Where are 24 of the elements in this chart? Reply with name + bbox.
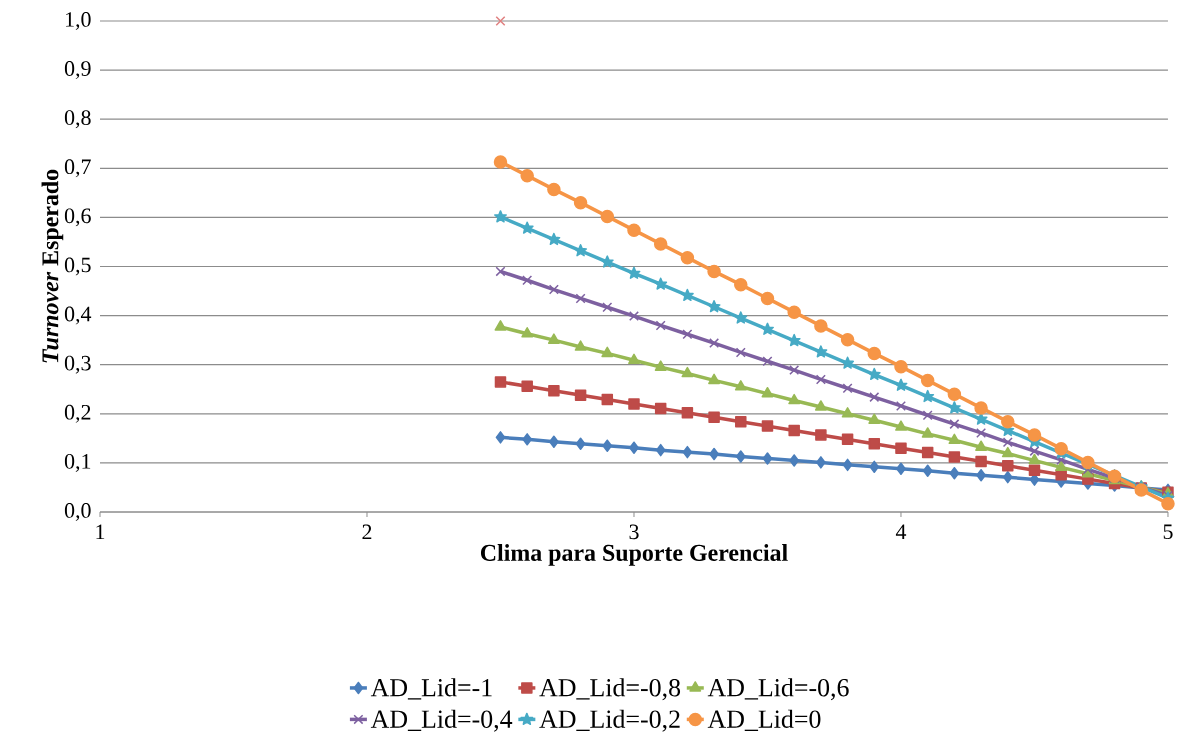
x-tick-label: 5: [1163, 524, 1173, 540]
legend-label: AD_Lid=-0,6: [707, 678, 849, 701]
legend-label: AD_Lid=-1: [370, 678, 492, 700]
legend-label: AD_Lid=-0,8: [539, 678, 681, 701]
y-tick-label: 1,0: [66, 12, 91, 30]
y-tick-label: 0,5: [64, 257, 91, 276]
x-tick-label: 3: [629, 524, 639, 540]
y-tick-label: 0,8: [64, 110, 91, 129]
legend-label: AD_Lid=-0,4: [370, 709, 513, 732]
y-tick-label: 0,9: [64, 61, 91, 80]
x-tick-label: 4: [895, 524, 907, 539]
x-tick-label: 1: [96, 524, 105, 539]
x-tick-label: 2: [362, 524, 372, 540]
legend-label: AD_Lid=-0,2: [539, 709, 680, 732]
y-tick-label: 0,0: [64, 503, 91, 521]
y-tick-label: 0,3: [64, 355, 91, 374]
y-axis-title: Turnover Esperado: [41, 169, 64, 363]
y-tick-label: 0,2: [64, 404, 91, 423]
legend-label: AD_Lid=0: [707, 709, 821, 731]
y-tick-label: 0,7: [64, 159, 91, 178]
y-tick-label: 0,1: [64, 453, 91, 472]
y-tick-label: 0,6: [64, 208, 91, 227]
y-tick-label: 0,4: [64, 306, 92, 325]
x-axis-title: Clima para Suporte Gerencial: [480, 544, 788, 566]
